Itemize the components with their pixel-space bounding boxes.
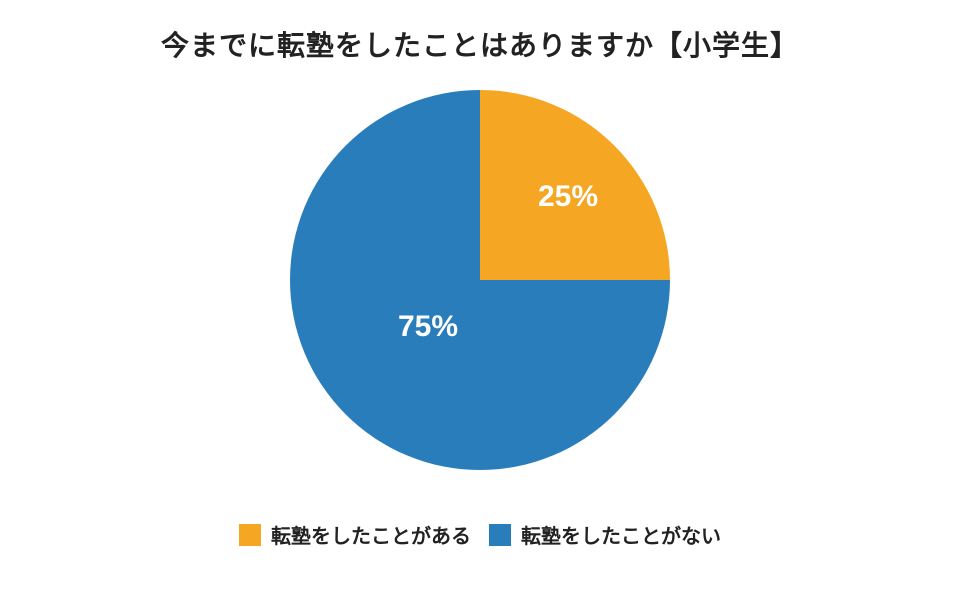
legend-swatch-1 <box>489 524 511 546</box>
legend: 転塾をしたことがある 転塾をしたことがない <box>0 520 960 549</box>
legend-item-0: 転塾をしたことがある <box>239 520 471 549</box>
slice-label-1: 75% <box>398 310 458 344</box>
legend-swatch-0 <box>239 524 261 546</box>
pie-chart-wrap: 25% 75% <box>290 90 670 470</box>
chart-title: 今までに転塾をしたことはありますか【小学生】 <box>0 24 960 64</box>
pie-chart: 25% 75% <box>290 90 670 470</box>
legend-label-1: 転塾をしたことがない <box>521 520 721 549</box>
slice-label-0: 25% <box>538 180 598 214</box>
legend-label-0: 転塾をしたことがある <box>271 520 471 549</box>
chart-container: 今までに転塾をしたことはありますか【小学生】 25% 75% 転塾をしたことがあ… <box>0 0 960 600</box>
legend-item-1: 転塾をしたことがない <box>489 520 721 549</box>
